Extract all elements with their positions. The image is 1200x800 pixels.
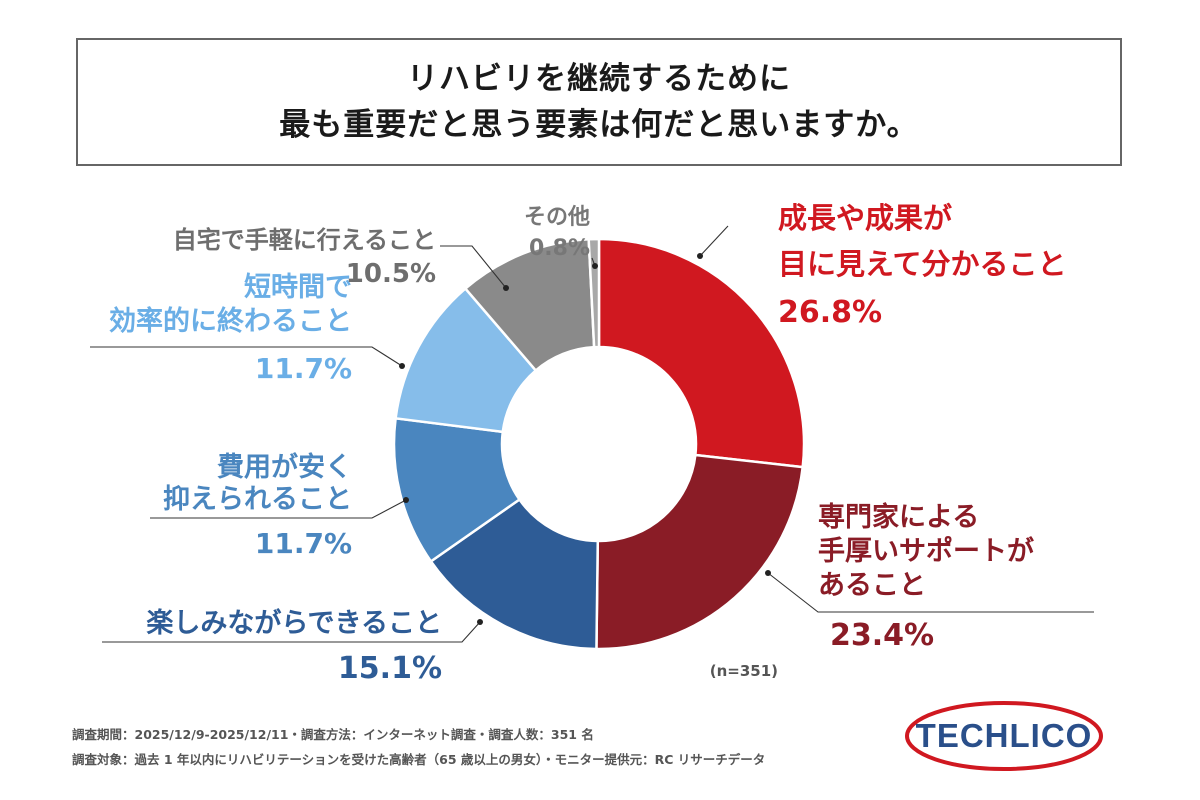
segment-label-7-line-1: その他 <box>524 205 590 230</box>
leader-line-6 <box>440 245 507 289</box>
segment-label-2-line-2: 手厚いサポートが <box>818 535 1034 567</box>
leader-line-1 <box>699 225 729 257</box>
segment-label-5-line-2: 効率的に終わること <box>109 305 352 337</box>
donut-slice-3 <box>429 497 600 651</box>
segment-label-6-line-1: 自宅で手軽に行えること <box>173 226 436 254</box>
segment-label-4-line-2: 抑えられること <box>163 484 352 515</box>
leader-dot-2 <box>765 570 771 576</box>
segment-label-3-line-1: 楽しみながらできること <box>146 607 442 639</box>
segment-label-1-line-1: 成長や成果が <box>778 201 952 235</box>
techlico-logo: TECHLICO <box>905 701 1103 771</box>
segment-label-2-line-3: あること <box>818 570 926 601</box>
segment-value-3: 15.1% <box>338 651 442 686</box>
donut-slice-2 <box>595 453 805 651</box>
leader-line-5 <box>90 346 403 367</box>
segment-value-6: 10.5% <box>346 259 436 289</box>
leader-dot-5 <box>399 363 405 369</box>
leader-line-4 <box>150 499 407 519</box>
segment-value-4: 11.7% <box>255 527 352 560</box>
leader-line-3 <box>102 621 481 643</box>
segment-value-2: 23.4% <box>830 618 934 653</box>
donut-slice-1 <box>597 237 806 469</box>
leader-dot-4 <box>403 497 409 503</box>
leader-dot-7 <box>592 263 598 269</box>
segment-value-1: 26.8% <box>778 295 882 330</box>
title-line-1: リハビリを継続するために <box>407 61 791 97</box>
title-line-2: 最も重要だと思う要素は何だと思いますか。 <box>279 107 919 143</box>
title-box: リハビリを継続するために 最も重要だと思う要素は何だと思いますか。 <box>76 38 1122 166</box>
logo-text: TECHLICO <box>916 717 1093 754</box>
leader-dot-1 <box>697 253 703 259</box>
logo-ring <box>905 701 1103 771</box>
sample-size-label: (n=351) <box>710 662 778 680</box>
leader-dot-6 <box>503 285 509 291</box>
segment-label-2-line-1: 専門家による <box>818 501 979 533</box>
segment-value-5: 11.7% <box>255 352 352 385</box>
segment-label-5-line-1: 短時間で <box>244 272 352 303</box>
footer-survey-target: 調査対象：過去 1 年以内にリハビリテーションを受けた高齢者（65 歳以上の男女… <box>72 752 766 767</box>
segment-label-1-line-2: 目に見えて分かること <box>778 247 1067 281</box>
leader-dot-3 <box>477 619 483 625</box>
segment-value-7: 0.8% <box>529 236 590 261</box>
segment-label-4-line-1: 費用が安く <box>217 451 352 483</box>
footer-survey-period: 調査期間：2025/12/9-2025/12/11・調査方法：インターネット調査… <box>72 727 594 742</box>
leader-line-2 <box>767 572 1094 613</box>
